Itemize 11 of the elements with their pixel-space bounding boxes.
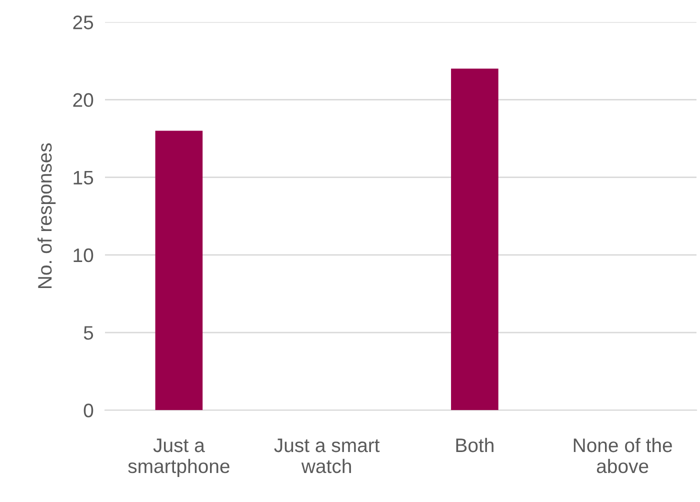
y-tick-label: 0 (84, 404, 94, 418)
x-tick-label: None of the above (574, 438, 672, 474)
x-tick-label: Both (456, 438, 494, 452)
y-tick-label: 15 (74, 170, 94, 185)
x-tick-label: Just a smartphone (128, 438, 230, 477)
y-axis-title: No. of responses (37, 143, 56, 288)
y-tick-label: 10 (74, 248, 94, 262)
y-tick-label: 25 (73, 16, 94, 30)
x-tick-label: Just a smart watch (274, 438, 380, 474)
y-tick-label: 20 (73, 93, 94, 107)
y-tick-label: 5 (84, 326, 94, 340)
